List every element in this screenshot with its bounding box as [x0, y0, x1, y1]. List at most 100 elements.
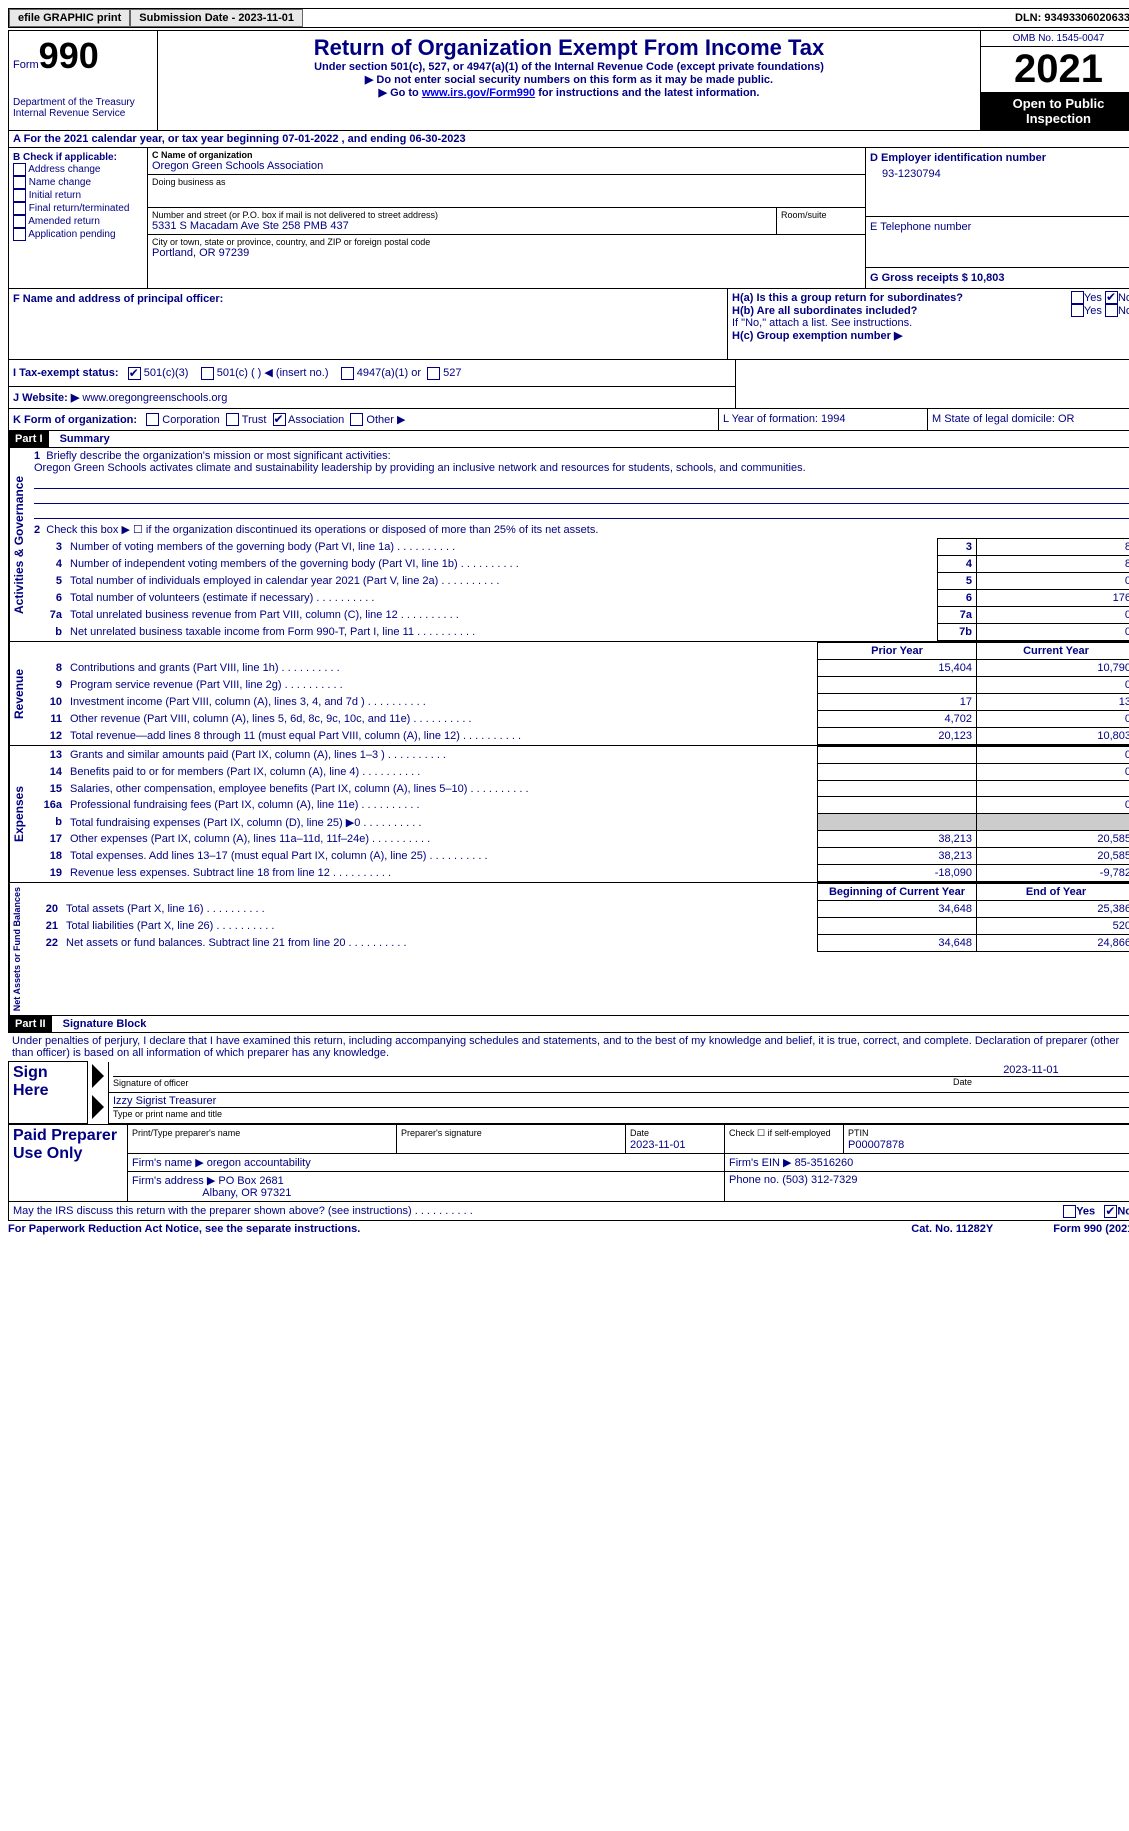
city-label: City or town, state or province, country… [152, 237, 861, 247]
box-b: B Check if applicable: Address change Na… [9, 148, 148, 288]
dept-treasury: Department of the Treasury Internal Reve… [13, 97, 153, 119]
tax-year: 2021 [981, 47, 1129, 92]
527-checkbox[interactable] [427, 367, 440, 380]
table-row: b Net unrelated business taxable income … [28, 624, 1129, 641]
table-row: 21 Total liabilities (Part X, line 26)52… [24, 918, 1129, 935]
hb-no-checkbox[interactable] [1105, 304, 1118, 317]
website: www.oregongreenschools.org [82, 392, 227, 404]
netassets-table: Beginning of Current Year End of Year20 … [24, 883, 1129, 952]
paid-prep-label: Paid Preparer Use Only [9, 1125, 128, 1202]
table-row: 14 Benefits paid to or for members (Part… [28, 764, 1129, 781]
box-k-opt[interactable]: Trust [220, 414, 267, 426]
table-header-row: Beginning of Current Year End of Year [24, 884, 1129, 901]
hb-yes-checkbox[interactable] [1071, 304, 1084, 317]
table-row: 10 Investment income (Part VIII, column … [28, 694, 1129, 711]
ij-block: I Tax-exempt status: 501(c)(3) 501(c) ( … [8, 360, 1129, 409]
governance-table: 3 Number of voting members of the govern… [28, 538, 1129, 641]
box-b-item[interactable]: Amended return [13, 215, 143, 228]
box-k-opt[interactable]: Other ▶ [344, 414, 405, 426]
box-f: F Name and address of principal officer: [13, 293, 723, 305]
table-row: 15 Salaries, other compensation, employe… [28, 781, 1129, 797]
table-row: 9 Program service revenue (Part VIII, li… [28, 677, 1129, 694]
box-d-label: D Employer identification number [870, 152, 1129, 164]
arrow-icon [92, 1064, 104, 1088]
form-title-block: Form990 Department of the Treasury Inter… [8, 30, 1129, 131]
line1-label: Briefly describe the organization's miss… [46, 450, 390, 462]
table-row: 17 Other expenses (Part IX, column (A), … [28, 831, 1129, 848]
preparer-table: Paid Preparer Use Only Print/Type prepar… [8, 1124, 1129, 1202]
fh-block: F Name and address of principal officer:… [8, 289, 1129, 360]
identity-block: B Check if applicable: Address change Na… [8, 148, 1129, 289]
revenue-block: Revenue Prior Year Current Year8 Contrib… [8, 642, 1129, 746]
subtitle: Under section 501(c), 527, or 4947(a)(1)… [162, 61, 976, 73]
501c-checkbox[interactable] [201, 367, 214, 380]
table-row: b Total fundraising expenses (Part IX, c… [28, 814, 1129, 831]
part2-header: Part II Signature Block [8, 1016, 1129, 1033]
box-m: M State of legal domicile: OR [928, 409, 1129, 431]
discuss-no-checkbox[interactable] [1104, 1205, 1117, 1218]
org-city: Portland, OR 97239 [152, 247, 861, 259]
room-label: Room/suite [781, 210, 861, 220]
form-number: 990 [39, 35, 99, 76]
check-self-employed[interactable]: Check ☐ if self-employed [729, 1128, 831, 1138]
vert-expenses: Expenses [9, 746, 28, 882]
4947-checkbox[interactable] [341, 367, 354, 380]
revenue-table: Prior Year Current Year8 Contributions a… [28, 642, 1129, 745]
table-row: 8 Contributions and grants (Part VIII, l… [28, 660, 1129, 677]
omb: OMB No. 1545-0047 [981, 31, 1129, 47]
box-k-opt[interactable]: Association [266, 414, 344, 426]
klm-block: K Form of organization: Corporation Trus… [8, 409, 1129, 432]
main-title: Return of Organization Exempt From Incom… [162, 35, 976, 61]
hc-label: H(c) Group exemption number ▶ [732, 329, 1129, 342]
box-b-item[interactable]: Name change [13, 176, 143, 189]
table-row: 16a Professional fundraising fees (Part … [28, 797, 1129, 814]
signature-table: Sign Here 2023-11-01 Signature of office… [8, 1061, 1129, 1124]
dba-label: Doing business as [152, 177, 861, 187]
line2: Check this box ▶ ☐ if the organization d… [46, 524, 598, 536]
form-word: Form [13, 59, 39, 71]
firm-name: oregon accountability [207, 1157, 311, 1169]
501c3-checkbox[interactable] [128, 367, 141, 380]
box-j-label: J Website: ▶ [13, 392, 79, 404]
part1-body: Activities & Governance 1 Briefly descri… [8, 448, 1129, 642]
ha-yes-checkbox[interactable] [1071, 291, 1084, 304]
ha-no-checkbox[interactable] [1105, 291, 1118, 304]
firm-ein: 85-3516260 [795, 1157, 854, 1169]
officer-name: Izzy Sigrist Treasurer [113, 1095, 1129, 1108]
expenses-block: Expenses 13 Grants and similar amounts p… [8, 746, 1129, 883]
ssn-note: ▶ Do not enter social security numbers o… [162, 73, 976, 86]
table-row: 19 Revenue less expenses. Subtract line … [28, 865, 1129, 882]
arrow-icon [92, 1095, 104, 1119]
box-c-label: C Name of organization [152, 150, 861, 160]
box-b-item[interactable]: Application pending [13, 228, 143, 241]
box-k-opt[interactable]: Corporation [140, 414, 220, 426]
discuss-yes-checkbox[interactable] [1063, 1205, 1076, 1218]
sign-here-label: Sign Here [9, 1062, 88, 1124]
box-k-label: K Form of organization: [13, 414, 137, 426]
table-row: 12 Total revenue—add lines 8 through 11 … [28, 728, 1129, 745]
firm-phone: (503) 312-7329 [782, 1174, 857, 1186]
irs-link[interactable]: www.irs.gov/Form990 [422, 87, 535, 99]
prep-date: 2023-11-01 [630, 1139, 685, 1151]
sig-date: 2023-11-01 [1003, 1064, 1058, 1076]
table-row: 6 Total number of volunteers (estimate i… [28, 590, 1129, 607]
goto-note: ▶ Go to www.irs.gov/Form990 for instruct… [162, 86, 976, 99]
footer: For Paperwork Reduction Act Notice, see … [8, 1221, 1129, 1237]
public-inspection: Open to Public Inspection [981, 92, 1129, 130]
table-row: 5 Total number of individuals employed i… [28, 573, 1129, 590]
vert-activities: Activities & Governance [9, 448, 28, 641]
table-row: 4 Number of independent voting members o… [28, 556, 1129, 573]
org-name: Oregon Green Schools Association [152, 160, 861, 172]
firm-addr1: PO Box 2681 [218, 1175, 283, 1187]
addr-label: Number and street (or P.O. box if mail i… [152, 210, 772, 220]
table-header-row: Prior Year Current Year [28, 643, 1129, 660]
box-b-item[interactable]: Final return/terminated [13, 202, 143, 215]
org-address: 5331 S Macadam Ave Ste 258 PMB 437 [152, 220, 772, 232]
box-b-item[interactable]: Address change [13, 163, 143, 176]
efile-print-btn[interactable]: efile GRAPHIC print [9, 9, 130, 27]
netassets-block: Net Assets or Fund Balances Beginning of… [8, 883, 1129, 1016]
table-row: 13 Grants and similar amounts paid (Part… [28, 747, 1129, 764]
part1-header: Part I Summary [8, 431, 1129, 448]
box-b-item[interactable]: Initial return [13, 189, 143, 202]
table-row: 11 Other revenue (Part VIII, column (A),… [28, 711, 1129, 728]
